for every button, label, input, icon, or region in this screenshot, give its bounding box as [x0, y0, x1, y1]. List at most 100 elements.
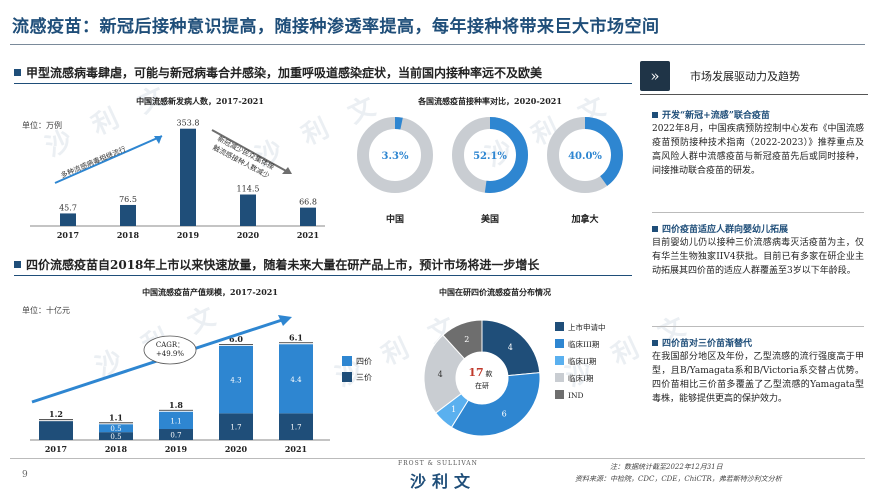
sidebar-item-text: 目前婴幼儿仍以接种三价流感病毒灭活疫苗为主，仅有华兰生物独家IIV4获批。目前已… — [652, 238, 864, 276]
bullet-square-icon — [652, 340, 658, 346]
donut-value-label: 40.0% — [568, 151, 602, 162]
chart2-title: 各国流感疫苗接种率对比，2020-2021 — [418, 96, 562, 106]
bar-segment-trivalent — [39, 421, 73, 440]
donut-slice — [452, 117, 528, 193]
legend-label: 临床I期 — [568, 373, 593, 383]
logo: 沙利文 — [410, 472, 477, 491]
sidebar-item-heading: 四价疫苗适应人群向婴幼儿拓展 — [652, 222, 788, 235]
bar-segment-trivalent — [99, 432, 133, 440]
segment-value-label: 0.7 — [170, 432, 181, 440]
x-tick-label: 2019 — [177, 230, 200, 240]
legend-label: IND — [568, 391, 584, 400]
legend-swatch — [555, 322, 564, 331]
bullet-square-icon — [14, 69, 21, 76]
segment-value-label: 0.5 — [110, 433, 121, 441]
donut-slice — [357, 117, 433, 193]
legend-swatch — [555, 339, 564, 348]
sidebar-item-heading: 四价苗对三价苗渐替代 — [652, 336, 752, 349]
bar-value-label: 66.8 — [299, 198, 317, 207]
x-tick-label: 2020 — [225, 444, 248, 454]
chart3-unit: 单位：十亿元 — [22, 306, 70, 315]
legend-label: 临床III期 — [568, 339, 599, 349]
x-tick-label: 2017 — [45, 444, 67, 454]
segment-value-label: 4.4 — [290, 376, 302, 384]
x-tick-label: 2018 — [117, 230, 140, 240]
sidebar-item-text: 在我国部分地区及年份，乙型流感的流行强度高于甲型，且B/Yamagata系和B/… — [652, 352, 864, 404]
legend-swatch — [342, 372, 352, 382]
sidebar-title: 市场发展驱动力及趋势 — [690, 70, 800, 83]
bar — [240, 194, 256, 226]
segment-value-label: 4.3 — [230, 377, 241, 385]
center-label: 在研 — [475, 381, 489, 390]
sidebar-divider — [652, 212, 864, 213]
category-label: 加拿大 — [570, 213, 598, 225]
legend-swatch — [555, 390, 564, 399]
total-value-label: 6.1 — [289, 332, 303, 342]
x-tick-label: 2018 — [105, 444, 128, 454]
legend-swatch — [555, 356, 564, 365]
legend-label: 临床II期 — [568, 356, 596, 366]
donut-slice — [547, 117, 623, 193]
x-tick-label: 2019 — [165, 444, 188, 454]
chart1-unit: 单位：万例 — [22, 121, 62, 130]
bullet-square-icon — [14, 261, 21, 268]
arrow-head-icon — [154, 136, 162, 144]
section2-header: 四价流感疫苗自2018年上市以来快速放量，随着未来大量在研产品上市，预计市场将进… — [14, 256, 539, 273]
bar — [300, 207, 316, 226]
center-value: 17 — [468, 366, 483, 379]
trend-arrow — [54, 135, 163, 184]
cagr-label: CAGR： — [156, 341, 184, 349]
bar-segment-trivalent — [219, 413, 253, 440]
bar-value-label: 76.5 — [119, 195, 137, 204]
bar — [120, 204, 136, 226]
segment-value-label: 1.7 — [230, 424, 241, 432]
section1-divider — [14, 83, 632, 84]
section2-header-text: 四价流感疫苗自2018年上市以来快速放量，随着未来大量在研产品上市，预计市场将进… — [26, 258, 540, 272]
logo-subtitle: FROST & SULLIVAN — [398, 460, 478, 467]
slice-value-label: 4 — [508, 343, 513, 352]
bar-segment-quadrivalent — [219, 345, 253, 414]
cagr-bubble — [143, 335, 197, 365]
double-chevron-right-icon: » — [640, 61, 670, 91]
page-title: 流感疫苗：新冠后接种意识提高，随接种渗透率提高，每年接种将带来巨大市场空间 — [12, 17, 660, 37]
donut-slice — [450, 372, 541, 437]
chart3-title: 中国流感疫苗产值规模，2017-2021 — [142, 287, 278, 297]
donut-value-label: 3.3% — [382, 151, 409, 162]
bar-value-label: 45.7 — [59, 203, 77, 212]
trend-arrow — [211, 129, 289, 173]
annotation-text: 多种流感病毒相继流行 — [59, 144, 127, 180]
bullet-square-icon — [652, 112, 658, 118]
arrow-head-icon — [282, 167, 292, 174]
legend-swatch — [342, 356, 352, 366]
bar — [180, 128, 196, 226]
source-note: 资料来源：中检院，CDC，CDE，ChiCTR，弗若斯特沙利文分析 — [575, 475, 782, 483]
footnote: 注：数据统计截至2022年12月31日 — [610, 463, 723, 471]
arrow-head-icon — [278, 315, 292, 326]
category-label: 中国 — [386, 213, 404, 225]
page-number: 9 — [22, 470, 28, 480]
center-unit: 款 — [486, 369, 493, 378]
total-value-label: 1.2 — [49, 409, 63, 419]
chart2-svg: 3.3% 中国 52.1% 美国 40.0% 加拿大 — [357, 117, 623, 225]
category-label: 美国 — [481, 213, 499, 225]
bar-segment-quadrivalent — [279, 344, 313, 414]
chart1-svg: 45.7 2017 76.5 2018 353.8 2019 114.5 2020 66.8 20… — [30, 119, 325, 240]
annotation-text: 新冠减少民众集体接触流感接种人数减少 — [211, 134, 276, 180]
bar-segment-trivalent — [279, 413, 313, 440]
bar — [60, 213, 76, 226]
slice-value-label: 4 — [438, 370, 443, 379]
footer-divider — [10, 458, 865, 459]
sidebar-item-text: 2022年8月，中国疾病预防控制中心发布《中国流感疫苗预防接种技术指南（2022… — [652, 124, 864, 176]
bar-segment-quadrivalent — [99, 424, 133, 433]
x-tick-label: 2021 — [285, 444, 307, 454]
bullet-square-icon — [652, 226, 658, 232]
total-value-label: 6.0 — [229, 334, 243, 344]
title-divider — [10, 44, 865, 45]
chart3-svg: 1.2 2017 0.50.5 1.1 2018 0.7 1.1 1.8 2019 1.7 4.3 6… — [30, 315, 372, 454]
section2-divider — [14, 275, 632, 276]
slice-value-label: 1 — [451, 405, 456, 414]
donut-value-label: 52.1% — [473, 151, 507, 162]
total-value-label: 1.1 — [109, 412, 123, 422]
bar-value-label: 353.8 — [177, 119, 200, 128]
